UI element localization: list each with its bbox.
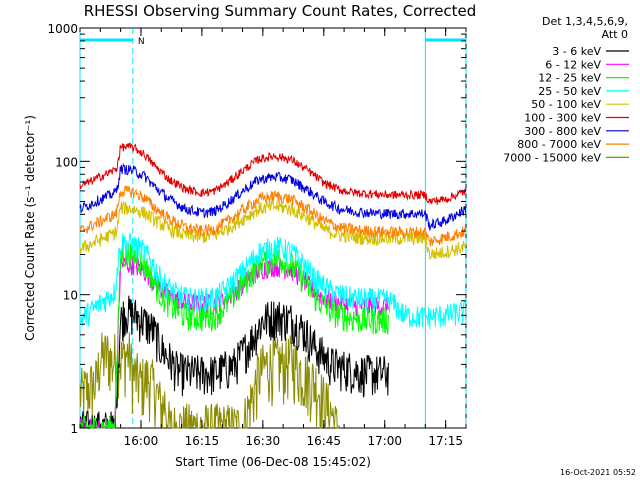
series-layer — [79, 142, 467, 430]
series-line-300-800keV — [79, 162, 467, 231]
x-axis-label: Start Time (06-Dec-08 15:45:02) — [175, 455, 371, 469]
x-tick-label: 17:00 — [367, 434, 402, 448]
legend-entry-label: 7000 - 15000 keV — [503, 151, 601, 164]
y-tick-label: 10 — [63, 289, 78, 303]
series-line-12-25keV — [79, 242, 389, 430]
y-tick-label: 100 — [55, 155, 78, 169]
x-tick-label: 16:45 — [306, 434, 341, 448]
legend-entry-label: 300 - 800 keV — [524, 125, 601, 138]
legend-header-line-2: Att 0 — [602, 28, 628, 41]
axis-layer: 16:00 16:15 16:30 16:45 17:00 17:15 1 10 100 1000 — [47, 22, 467, 448]
series-line-3-6keV — [79, 295, 389, 429]
legend-entry-label: 6 - 12 keV — [545, 58, 601, 71]
x-tick-label: 16:15 — [185, 434, 220, 448]
x-tick-label: 16:30 — [246, 434, 281, 448]
series-line-100-300keV — [79, 142, 467, 205]
legend-entry-label: 3 - 6 keV — [552, 45, 601, 58]
y-tick-label: 1000 — [47, 22, 78, 36]
footer-date: 16-Oct-2021 05:52 — [560, 468, 636, 477]
flag-layer: N — [79, 28, 467, 428]
legend-entry-label: 12 - 25 keV — [538, 72, 601, 85]
chart-title: RHESSI Observing Summary Count Rates, Co… — [84, 2, 477, 20]
y-axis-label: Corrected Count Rate (s⁻¹ detector⁻¹) — [23, 115, 37, 341]
series-line-800-7000keV — [79, 185, 467, 247]
legend-entry-label: 800 - 7000 keV — [517, 138, 601, 151]
y-tick-label: 1 — [70, 422, 78, 436]
series-line-50-100keV — [79, 199, 467, 260]
x-tick-label: 17:15 — [428, 434, 463, 448]
legend-entry-label: 100 - 300 keV — [524, 112, 601, 125]
legend-header-line-1: Det 1,3,4,5,6,9, — [542, 15, 628, 28]
series-line-7000-15000keV — [79, 332, 341, 429]
legend-entry-label: 50 - 100 keV — [531, 98, 601, 111]
series-line-25-50keV — [79, 232, 467, 330]
x-tick-label: 16:00 — [124, 434, 159, 448]
night-flag-label: N — [138, 37, 145, 47]
legend-entry-label: 25 - 50 keV — [538, 85, 601, 98]
